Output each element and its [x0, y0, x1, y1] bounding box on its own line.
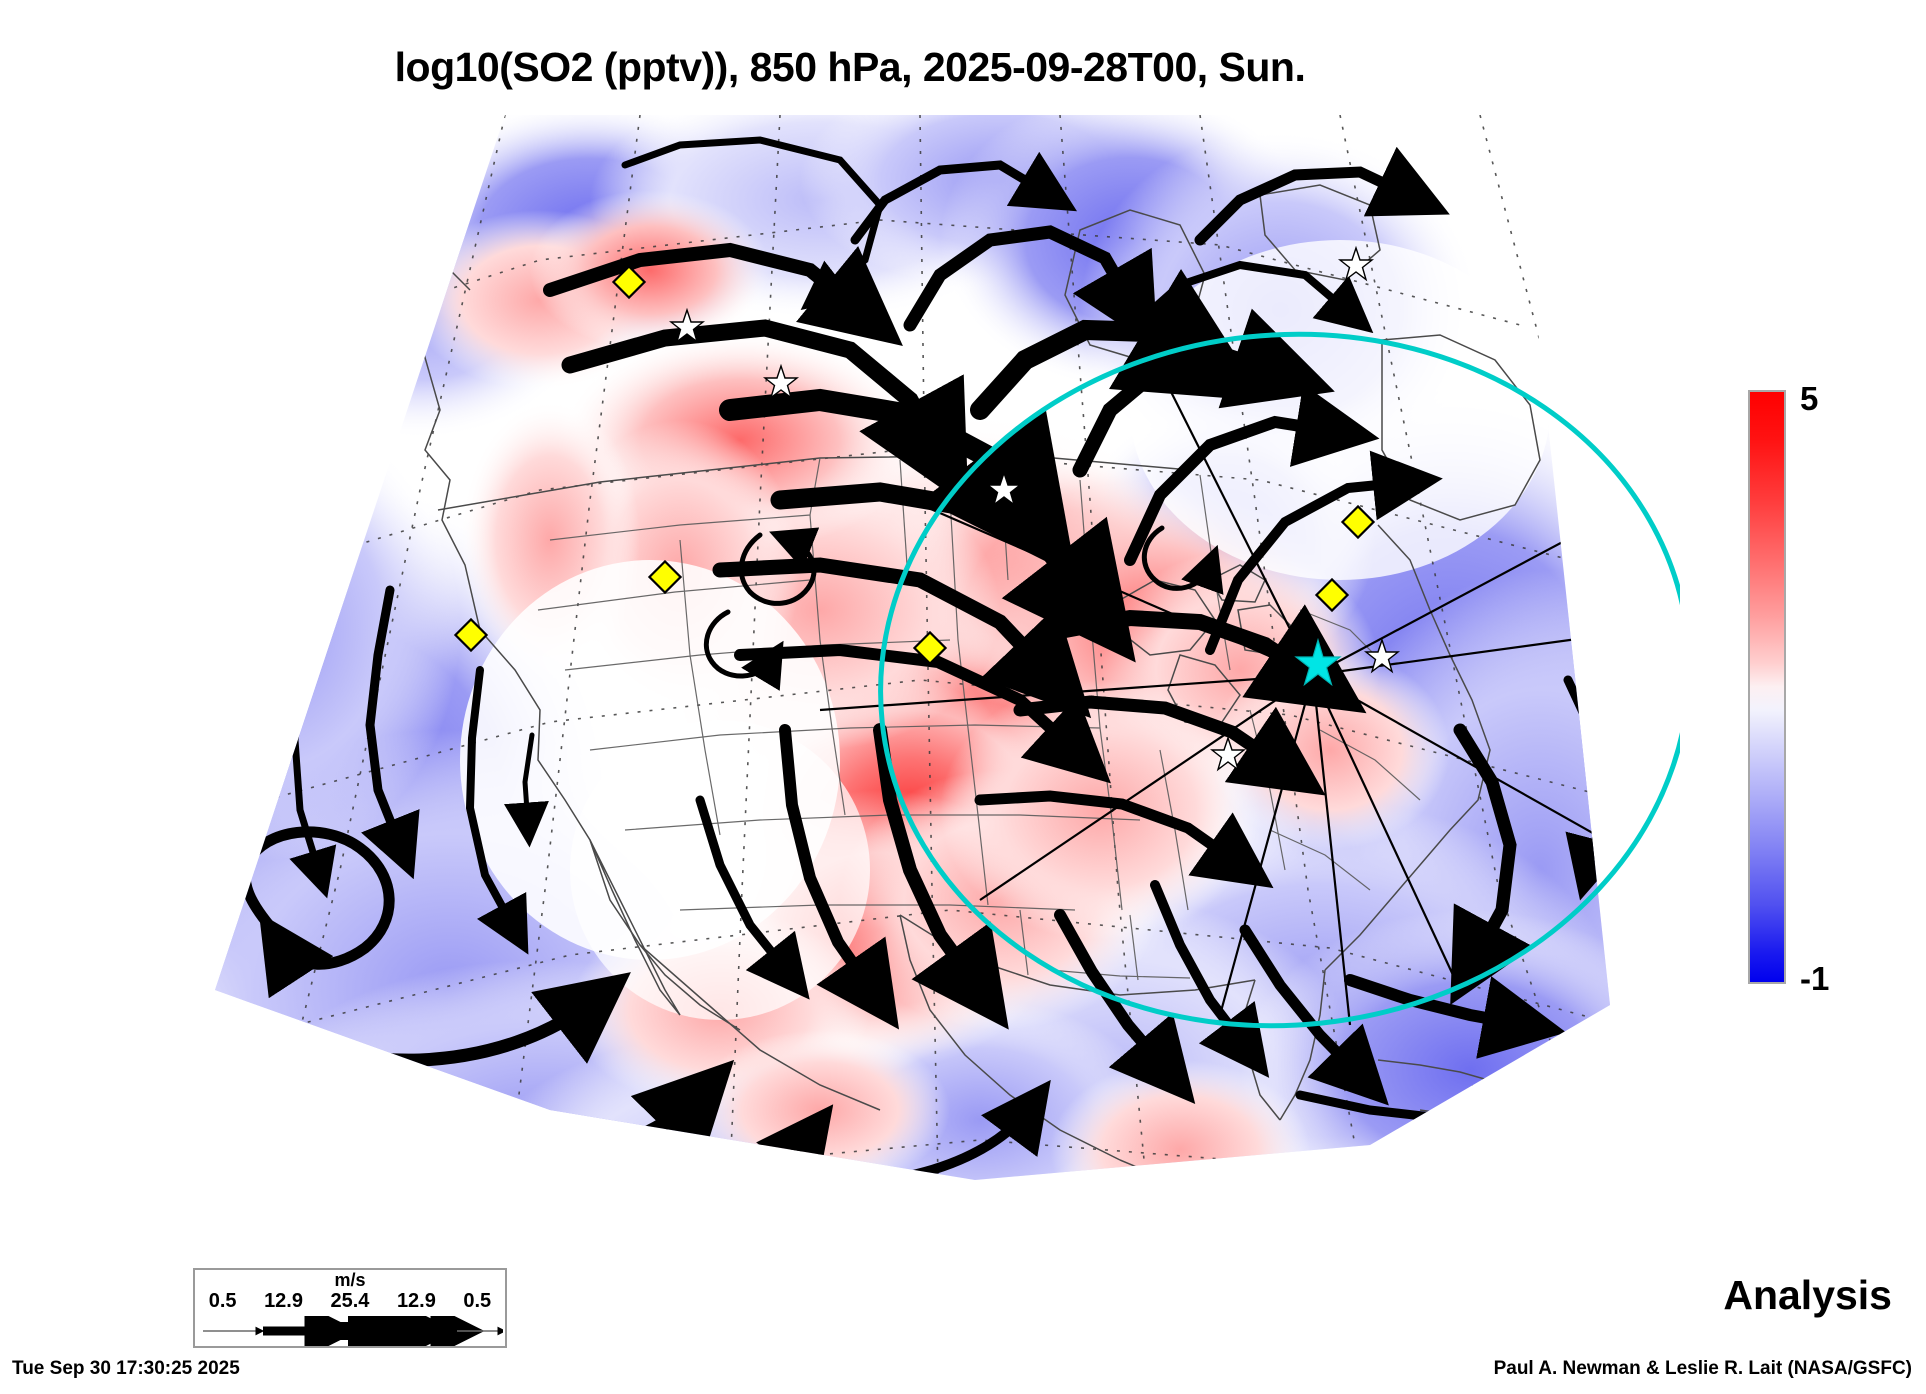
colorbar-min-label: -1: [1800, 960, 1830, 997]
site-marker-4: [912, 630, 948, 666]
wind-key-tick-2: 25.4: [330, 1290, 370, 1312]
colorbar-gradient: [1748, 390, 1786, 984]
wind-key-tick-row: 0.5 12.9 25.4 12.9 0.5: [195, 1290, 505, 1313]
page-title: log10(SO2 (pptv)), 850 hPa, 2025-09-28T0…: [394, 44, 1306, 90]
colorbar-max-label: 5: [1800, 380, 1819, 417]
center-marker[interactable]: [1294, 637, 1342, 687]
wind-key-arrow-scale: [203, 1316, 503, 1346]
site-marker-3: [453, 617, 489, 653]
wind-key-tick-1: 12.9: [264, 1290, 303, 1312]
author-credit: Paul A. Newman & Leslie R. Lait (NASA/GS…: [1493, 1358, 1912, 1379]
site-marker-5: [1340, 504, 1376, 540]
wind-speed-key: m/s 0.5 12.9 25.4 12.9 0.5: [193, 1268, 507, 1348]
map-canvas[interactable]: [120, 110, 1680, 1270]
site-marker-2: [647, 559, 683, 595]
wind-key-tick-3: 12.9: [396, 1290, 436, 1312]
map-panel[interactable]: [120, 110, 1680, 1270]
station-markers[interactable]: [668, 245, 1401, 772]
wind-key-tick-4: 0.5: [463, 1290, 492, 1312]
so2-contour-field: [215, 115, 1610, 1180]
range-ring: [878, 331, 1680, 1029]
colorbar[interactable]: 5 -1: [1748, 382, 1918, 995]
site-marker-1: [611, 264, 647, 300]
wind-key-tick-0: 0.5: [208, 1290, 237, 1312]
generation-timestamp: Tue Sep 30 17:30:25 2025: [12, 1358, 240, 1379]
product-type-label: Analysis: [1723, 1272, 1892, 1318]
site-markers[interactable]: [453, 264, 1376, 666]
site-marker-6: [1314, 577, 1350, 613]
wind-key-units-label: m/s: [334, 1270, 366, 1290]
